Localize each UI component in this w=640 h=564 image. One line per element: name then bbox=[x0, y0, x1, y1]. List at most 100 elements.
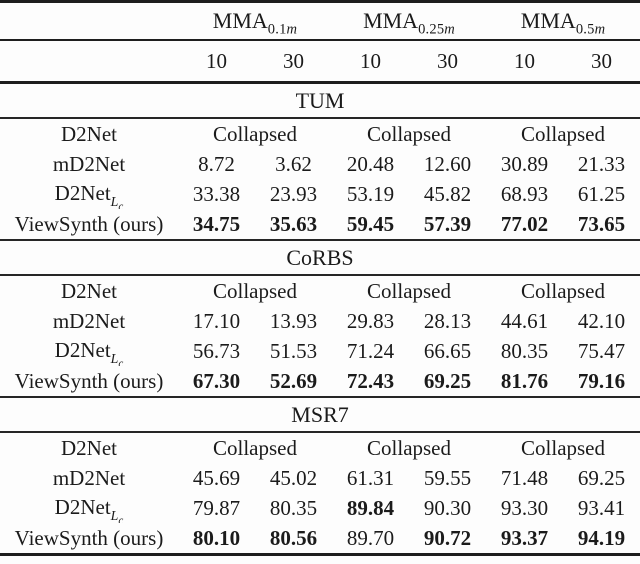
metric-value: 71.48 bbox=[500, 465, 549, 490]
method-label: ViewSynth (ours) bbox=[14, 525, 164, 550]
metric-sub-unit: m bbox=[286, 21, 298, 38]
section-title: TUM bbox=[0, 82, 640, 119]
metric-value: 44.61 bbox=[500, 308, 549, 333]
threshold-header: 30 bbox=[255, 40, 333, 84]
collapsed-cell: Collapsed bbox=[521, 278, 606, 303]
metric-header-row: MMA0.1m MMA0.25m MMA0.5m bbox=[0, 1, 640, 41]
metric-value: 21.33 bbox=[577, 151, 626, 176]
metric-group-header-0.5m: MMA0.5m bbox=[486, 1, 640, 41]
collapsed-cell: Collapsed bbox=[213, 278, 297, 303]
metric-value: 35.63 bbox=[255, 209, 333, 241]
metric-value: 90.72 bbox=[423, 525, 472, 550]
threshold-header: 30 bbox=[409, 40, 487, 84]
method-label: mD2Net bbox=[52, 151, 126, 176]
table-row: mD2Net 45.69 45.02 61.31 59.55 71.48 69.25 bbox=[0, 463, 640, 493]
metric-value: 8.72 bbox=[198, 151, 235, 176]
metric-value: 93.30 bbox=[500, 495, 549, 520]
metric-value: 93.41 bbox=[577, 495, 626, 520]
collapsed-cell: Collapsed bbox=[367, 435, 452, 460]
metric-value: 28.13 bbox=[423, 308, 472, 333]
table-row: mD2Net 8.72 3.62 20.48 12.60 30.89 21.33 bbox=[0, 149, 640, 179]
metric-name: MMA bbox=[520, 8, 576, 33]
method-label: D2NetLc bbox=[54, 495, 124, 523]
corner-cell bbox=[0, 1, 178, 41]
metric-value: 45.82 bbox=[423, 181, 472, 206]
table-row: D2Net Collapsed Collapsed Collapsed bbox=[0, 275, 640, 306]
section-title-row: MSR7 bbox=[0, 397, 640, 433]
threshold-header: 10 bbox=[332, 40, 410, 84]
table-row: D2Net Collapsed Collapsed Collapsed bbox=[0, 432, 640, 463]
metric-value: 61.31 bbox=[346, 465, 395, 490]
method-label: D2NetLc bbox=[54, 181, 124, 209]
metric-value: 79.16 bbox=[563, 366, 640, 398]
metric-name: MMA bbox=[363, 8, 419, 33]
metric-value: 59.55 bbox=[423, 465, 472, 490]
metric-value: 59.45 bbox=[332, 209, 410, 241]
method-label: ViewSynth (ours) bbox=[0, 209, 178, 241]
section-title: CoRBS bbox=[0, 240, 640, 276]
collapsed-cell: Collapsed bbox=[213, 121, 297, 146]
metric-value: 69.25 bbox=[577, 465, 626, 490]
metric-value: 45.02 bbox=[269, 465, 318, 490]
metric-value: 75.47 bbox=[577, 338, 626, 363]
metric-value: 80.35 bbox=[269, 495, 318, 520]
metric-value: 66.65 bbox=[423, 338, 472, 363]
metric-sub-num: 0.1 bbox=[267, 21, 287, 38]
table-row: ViewSynth (ours) 67.30 52.69 72.43 69.25 81.7… bbox=[0, 366, 640, 398]
metric-group-header-0.1m: MMA0.1m bbox=[178, 1, 333, 41]
method-label: ViewSynth (ours) bbox=[0, 366, 178, 398]
metric-sub-num: 0.25 bbox=[418, 21, 445, 38]
metric-value: 90.30 bbox=[423, 495, 472, 520]
metric-value: 80.10 bbox=[192, 525, 241, 550]
section-title: MSR7 bbox=[0, 397, 640, 433]
metric-value: 61.25 bbox=[577, 181, 626, 206]
threshold-header: 10 bbox=[178, 40, 255, 84]
method-label: D2Net bbox=[61, 278, 117, 303]
metric-value: 73.65 bbox=[563, 209, 640, 241]
metric-value: 52.69 bbox=[255, 366, 333, 398]
threshold-header: 10 bbox=[486, 40, 564, 84]
table-row: mD2Net 17.10 13.93 29.83 28.13 44.61 42.10 bbox=[0, 306, 640, 336]
table-row: D2Net Collapsed Collapsed Collapsed bbox=[0, 118, 640, 149]
metric-value: 20.48 bbox=[346, 151, 395, 176]
metric-value: 42.10 bbox=[577, 308, 626, 333]
metric-value: 56.73 bbox=[192, 338, 241, 363]
metric-name: MMA bbox=[212, 8, 268, 33]
threshold-header-row: 10 30 10 30 10 30 bbox=[0, 40, 640, 84]
metric-sub-unit: m bbox=[594, 21, 606, 38]
metric-value: 13.93 bbox=[269, 308, 318, 333]
table-row: D2NetLc 56.73 51.53 71.24 66.65 80.35 75.47 bbox=[0, 336, 640, 366]
metric-value: 3.62 bbox=[275, 151, 312, 176]
table-row: D2NetLc 79.87 80.35 89.84 90.30 93.30 93.41 bbox=[0, 493, 640, 523]
metric-value: 33.38 bbox=[192, 181, 241, 206]
metric-value: 80.56 bbox=[269, 525, 318, 550]
threshold-header: 30 bbox=[563, 40, 640, 84]
metric-value: 80.35 bbox=[500, 338, 549, 363]
metric-value: 68.93 bbox=[500, 181, 549, 206]
metric-value: 30.89 bbox=[500, 151, 549, 176]
collapsed-cell: Collapsed bbox=[521, 121, 606, 146]
metric-value: 94.19 bbox=[577, 525, 626, 550]
table-row: ViewSynth (ours) 80.10 80.56 89.70 90.72 93.3… bbox=[0, 523, 640, 555]
method-label: D2Net bbox=[61, 121, 117, 146]
method-label: mD2Net bbox=[52, 308, 126, 333]
metric-value: 34.75 bbox=[178, 209, 255, 241]
metric-value: 89.84 bbox=[346, 495, 395, 520]
metric-value: 29.83 bbox=[346, 308, 395, 333]
method-label: D2Net bbox=[61, 435, 117, 460]
metric-value: 93.37 bbox=[500, 525, 549, 550]
collapsed-cell: Collapsed bbox=[367, 278, 452, 303]
metric-sub-unit: m bbox=[444, 21, 455, 38]
collapsed-cell: Collapsed bbox=[367, 121, 452, 146]
metric-value: 45.69 bbox=[192, 465, 241, 490]
metric-value: 72.43 bbox=[332, 366, 410, 398]
method-label: mD2Net bbox=[52, 465, 126, 490]
metric-value: 51.53 bbox=[269, 338, 318, 363]
metric-sub-num: 0.5 bbox=[575, 21, 595, 38]
table-row: D2NetLc 33.38 23.93 53.19 45.82 68.93 61.25 bbox=[0, 179, 640, 209]
metric-value: 69.25 bbox=[409, 366, 487, 398]
collapsed-cell: Collapsed bbox=[213, 435, 297, 460]
corner-cell bbox=[0, 40, 178, 84]
metric-value: 79.87 bbox=[192, 495, 241, 520]
